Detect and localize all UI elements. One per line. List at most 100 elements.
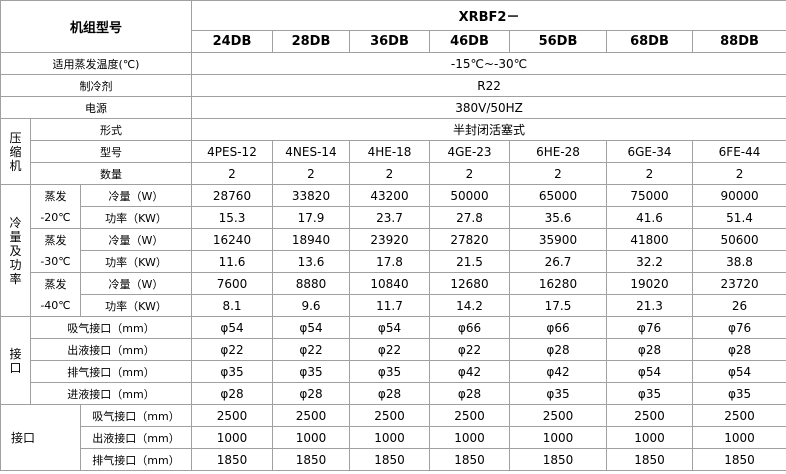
group-label: 压缩机 <box>0 118 31 185</box>
row-label: 出液接口（mm） <box>80 426 192 449</box>
value-cell: 4HE-18 <box>349 140 430 163</box>
value-cell: 27820 <box>429 228 510 251</box>
table-row: 出液接口（mm） 1000 1000 1000 1000 1000 1000 1000 <box>1 426 786 449</box>
value-cell: 50600 <box>691 228 786 251</box>
value-cell: φ66 <box>509 316 607 339</box>
value-cell: 15.3 <box>191 206 273 229</box>
row-label: 功率（KW） <box>80 206 192 229</box>
value-cell: 8880 <box>272 272 350 295</box>
value-cell: 65000 <box>509 184 607 207</box>
table-row: 机组型号 XRBF2－ <box>0 0 786 53</box>
value-cell: 26 <box>691 294 786 317</box>
value-cell: 380V/50HZ <box>190 96 786 119</box>
value-cell: φ76 <box>606 316 693 339</box>
value-cell: 2 <box>191 162 273 185</box>
table-row: 进液接口（mm） φ28 φ28 φ28 φ28 φ35 φ35 φ35 <box>1 382 786 405</box>
value-cell: 2500 <box>509 404 607 427</box>
row-label: 电源 <box>0 96 192 119</box>
value-cell: φ28 <box>429 382 510 405</box>
value-cell: 43200 <box>349 184 430 207</box>
value-cell: φ35 <box>606 382 693 405</box>
row-label: 冷量（W） <box>80 272 192 295</box>
condition-text: 蒸发 <box>44 277 67 291</box>
condition-text: -20℃ <box>40 210 71 224</box>
group-label: 冷量及功率 <box>0 184 31 317</box>
value-cell: 1000 <box>606 426 693 449</box>
value-cell: 35.6 <box>509 206 607 229</box>
value-cell: 13.6 <box>272 250 350 273</box>
value-cell: 1000 <box>349 426 430 449</box>
row-label: 排气接口（mm） <box>80 448 192 471</box>
table-row: 冷量及功率 蒸发 -20℃ 冷量（W） 28760 33820 43200 50000 6500… <box>0 184 786 317</box>
table-row: 型号 4PES-12 4NES-14 4HE-18 4GE-23 6HE-28 6GE-34… <box>1 140 786 163</box>
table-row: 功率（KW） 15.3 17.9 23.7 27.8 35.6 41.6 51.4 <box>1 206 786 229</box>
model-header: 28DB <box>272 30 350 53</box>
value-cell: 2 <box>691 162 786 185</box>
value-cell: 2 <box>509 162 607 185</box>
table-row: 压缩机 形式 半封闭活塞式 <box>0 118 786 185</box>
value-cell: 32.2 <box>606 250 693 273</box>
value-cell: φ28 <box>509 338 607 361</box>
value-cell: 6FE-44 <box>691 140 786 163</box>
value-cell: 17.5 <box>509 294 607 317</box>
value-cell: φ35 <box>272 360 350 383</box>
table-row: 功率（KW） 11.6 13.6 17.8 21.5 26.7 32.2 38.8 <box>1 250 786 273</box>
value-cell: 14.2 <box>429 294 510 317</box>
condition-text: 蒸发 <box>44 189 67 203</box>
value-cell: 6GE-34 <box>606 140 693 163</box>
value-cell: 1000 <box>691 426 786 449</box>
value-cell: 4NES-14 <box>272 140 350 163</box>
row-label: 排气接口（mm） <box>30 360 192 383</box>
table-row: 电源 380V/50HZ <box>0 96 786 119</box>
value-cell: 1850 <box>429 448 510 471</box>
value-cell: 2 <box>349 162 430 185</box>
value-cell: 8.1 <box>191 294 273 317</box>
value-cell: 2500 <box>349 404 430 427</box>
condition: 蒸发 -30℃ <box>30 228 81 273</box>
value-cell: φ28 <box>606 338 693 361</box>
model-header: 88DB <box>691 30 786 53</box>
table-row: 蒸发 -30℃ 冷量（W） 16240 18940 23920 27820 35900 4180… <box>1 228 786 273</box>
table-row: 制冷剂 R22 <box>0 74 786 97</box>
value-cell: 1850 <box>191 448 273 471</box>
value-cell: 6HE-28 <box>509 140 607 163</box>
table-row: 接口 吸气接口（mm） 2500 2500 2500 2500 2500 2500 2500 <box>0 404 786 471</box>
value-cell: φ76 <box>691 316 786 339</box>
value-cell: 26.7 <box>509 250 607 273</box>
value-cell: 1000 <box>429 426 510 449</box>
model-header: 68DB <box>606 30 693 53</box>
value-cell: 23.7 <box>349 206 430 229</box>
value-cell: 38.8 <box>691 250 786 273</box>
condition-text: 蒸发 <box>44 233 67 247</box>
value-cell: 27.8 <box>429 206 510 229</box>
value-cell: 23920 <box>349 228 430 251</box>
value-cell: φ22 <box>429 338 510 361</box>
value-cell: 1850 <box>509 448 607 471</box>
value-cell: φ28 <box>191 382 273 405</box>
value-cell: φ35 <box>509 382 607 405</box>
table-row: 蒸发 -40℃ 冷量（W） 7600 8880 10840 12680 16280 19020 2… <box>1 272 786 317</box>
value-cell: 11.6 <box>191 250 273 273</box>
table-row: 24DB 28DB 36DB 46DB 56DB 68DB 88DB <box>1 30 786 53</box>
value-cell: 21.3 <box>606 294 693 317</box>
value-cell: 半封闭活塞式 <box>190 118 786 141</box>
value-cell: φ42 <box>429 360 510 383</box>
value-cell: 2 <box>272 162 350 185</box>
condition: 蒸发 -20℃ <box>30 184 81 229</box>
group-label: 接口 <box>0 404 81 471</box>
row-label: 适用蒸发温度(℃) <box>0 52 192 75</box>
value-cell: 19020 <box>606 272 693 295</box>
value-cell: 11.7 <box>349 294 430 317</box>
row-label: 进液接口（mm） <box>30 382 192 405</box>
value-cell: φ42 <box>509 360 607 383</box>
value-cell: 1000 <box>272 426 350 449</box>
model-header: 36DB <box>349 30 430 53</box>
value-cell: 51.4 <box>691 206 786 229</box>
value-cell: 2500 <box>272 404 350 427</box>
value-cell: 1850 <box>272 448 350 471</box>
row-label: 功率（KW） <box>80 250 192 273</box>
value-cell: φ22 <box>272 338 350 361</box>
value-cell: 2 <box>429 162 510 185</box>
